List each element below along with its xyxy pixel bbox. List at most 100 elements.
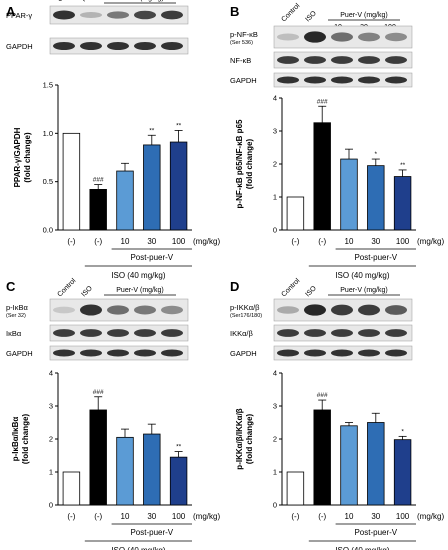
blot-label: GAPDH <box>6 42 33 51</box>
bar <box>89 409 107 506</box>
blot-band <box>331 56 353 64</box>
blot-band <box>107 11 129 19</box>
cond-unit: (mg/kg) <box>417 512 444 521</box>
significance-label: * <box>401 428 404 435</box>
y-tick-label: 0 <box>273 226 277 235</box>
blot-band <box>134 41 156 51</box>
puer-header: Puer-V (mg/kg) <box>340 12 387 19</box>
blot-band <box>134 329 156 337</box>
y-tick-label: 0.5 <box>43 177 53 186</box>
bar <box>143 433 161 506</box>
blot-label: p-NF-κB <box>230 30 258 39</box>
bar <box>340 158 358 231</box>
blot-band <box>331 329 353 337</box>
y-axis-label-line1: PPAR-γ/GAPDH <box>13 127 22 187</box>
blot-band <box>385 329 407 337</box>
blot-row: p-IκBα(Ser 32) <box>6 298 189 322</box>
blot-band <box>277 76 299 84</box>
blot-band <box>331 32 353 42</box>
blot-sublabel: (Ser176/180) <box>230 313 262 319</box>
y-axis-label: p-NF-κB p65/NF-κB p65 (fold change) <box>235 119 254 208</box>
blot-band <box>161 349 183 357</box>
blot-band <box>304 56 326 64</box>
bar <box>62 471 81 506</box>
blot-band <box>358 56 380 64</box>
lane-label: ISO <box>80 285 94 299</box>
y-tick-label: 2 <box>273 435 277 444</box>
lane-label: Control <box>56 277 77 298</box>
blot-band <box>80 12 102 18</box>
cond-dose: 100 <box>172 512 186 521</box>
blot-band <box>304 329 326 337</box>
cond-minus: (-) <box>67 237 75 246</box>
post-label: Post-puer-V <box>354 528 397 537</box>
blot-band <box>358 76 380 84</box>
blot-band <box>385 349 407 357</box>
y-tick-label: 4 <box>273 94 277 103</box>
bar-chart: 0.0 0.5 1.0 1.5 PPAR-γ/GAPDH (fold change) ###… <box>13 81 192 235</box>
lane-label: ISO <box>80 0 94 3</box>
cond-minus: (-) <box>318 237 326 246</box>
blot-label: GAPDH <box>6 349 33 358</box>
blot-label: p-IKKα/β <box>230 303 260 312</box>
blot-band <box>385 305 407 315</box>
y-axis-label-line2: (fold change) <box>245 139 254 190</box>
blot-band <box>134 305 156 315</box>
bar-chart: 0 1 2 3 4 p-IKKα/β/IKKα/β (fold change) ### * <box>235 369 416 510</box>
blot-row: IκBα <box>6 324 189 342</box>
y-axis-label: p-IKKα/β/IKKα/β (fold change) <box>235 408 254 469</box>
blot-band <box>161 329 183 337</box>
y-axis-label-line2: (fold change) <box>21 414 30 465</box>
puer-header: Puer-V (mg/kg) <box>340 287 387 294</box>
y-tick-label: 1 <box>273 468 277 477</box>
blot-band <box>358 329 380 337</box>
blot-band <box>304 304 326 316</box>
bar <box>89 188 107 231</box>
y-axis-label: PPAR-γ/GAPDH (fold change) <box>13 127 32 187</box>
cond-unit: (mg/kg) <box>417 237 444 246</box>
bar <box>169 141 188 231</box>
y-tick-label: 1.5 <box>43 81 53 90</box>
condition-labels: (-) (-) 10 30 100 (mg/kg) Post-puer-V ISO (40 m… <box>291 237 444 280</box>
cond-minus: (-) <box>291 237 299 246</box>
blot-label: IKKα/β <box>230 329 254 338</box>
y-tick-label: 1 <box>273 193 277 202</box>
y-tick-label: 2 <box>49 435 53 444</box>
bar <box>286 471 305 506</box>
bar <box>313 122 331 231</box>
lane-label: Control <box>280 277 301 298</box>
cond-minus: (-) <box>318 512 326 521</box>
iso-label: ISO (40 mg/kg) <box>111 546 166 550</box>
significance-label: * <box>375 151 378 158</box>
bar <box>143 144 161 231</box>
cond-dose: 30 <box>147 237 156 246</box>
bar <box>367 165 385 231</box>
y-axis-label-line1: p-IκBα/IκBα <box>11 417 20 462</box>
blot-band <box>331 76 353 84</box>
blot-band <box>304 31 326 43</box>
blot-sublabel: (Ser 536) <box>230 40 253 46</box>
post-label: Post-puer-V <box>130 528 173 537</box>
cond-minus: (-) <box>291 512 299 521</box>
cond-unit: (mg/kg) <box>193 512 220 521</box>
y-tick-label: 3 <box>273 402 277 411</box>
blot-band <box>80 304 102 316</box>
bar <box>393 176 412 231</box>
blot-label: NF-κB <box>230 56 251 65</box>
panel-letter: B <box>230 4 239 19</box>
bar <box>169 456 188 506</box>
iso-label: ISO (40 mg/kg) <box>335 271 390 280</box>
cond-dose: 100 <box>396 237 410 246</box>
blot-band <box>80 329 102 337</box>
y-tick-label: 3 <box>273 127 277 136</box>
blot-band <box>107 329 129 337</box>
significance-label: ** <box>176 122 182 129</box>
bar <box>393 439 412 506</box>
blot-row: GAPDH <box>6 37 189 55</box>
blot-band <box>385 32 407 42</box>
blot-band <box>53 306 75 314</box>
